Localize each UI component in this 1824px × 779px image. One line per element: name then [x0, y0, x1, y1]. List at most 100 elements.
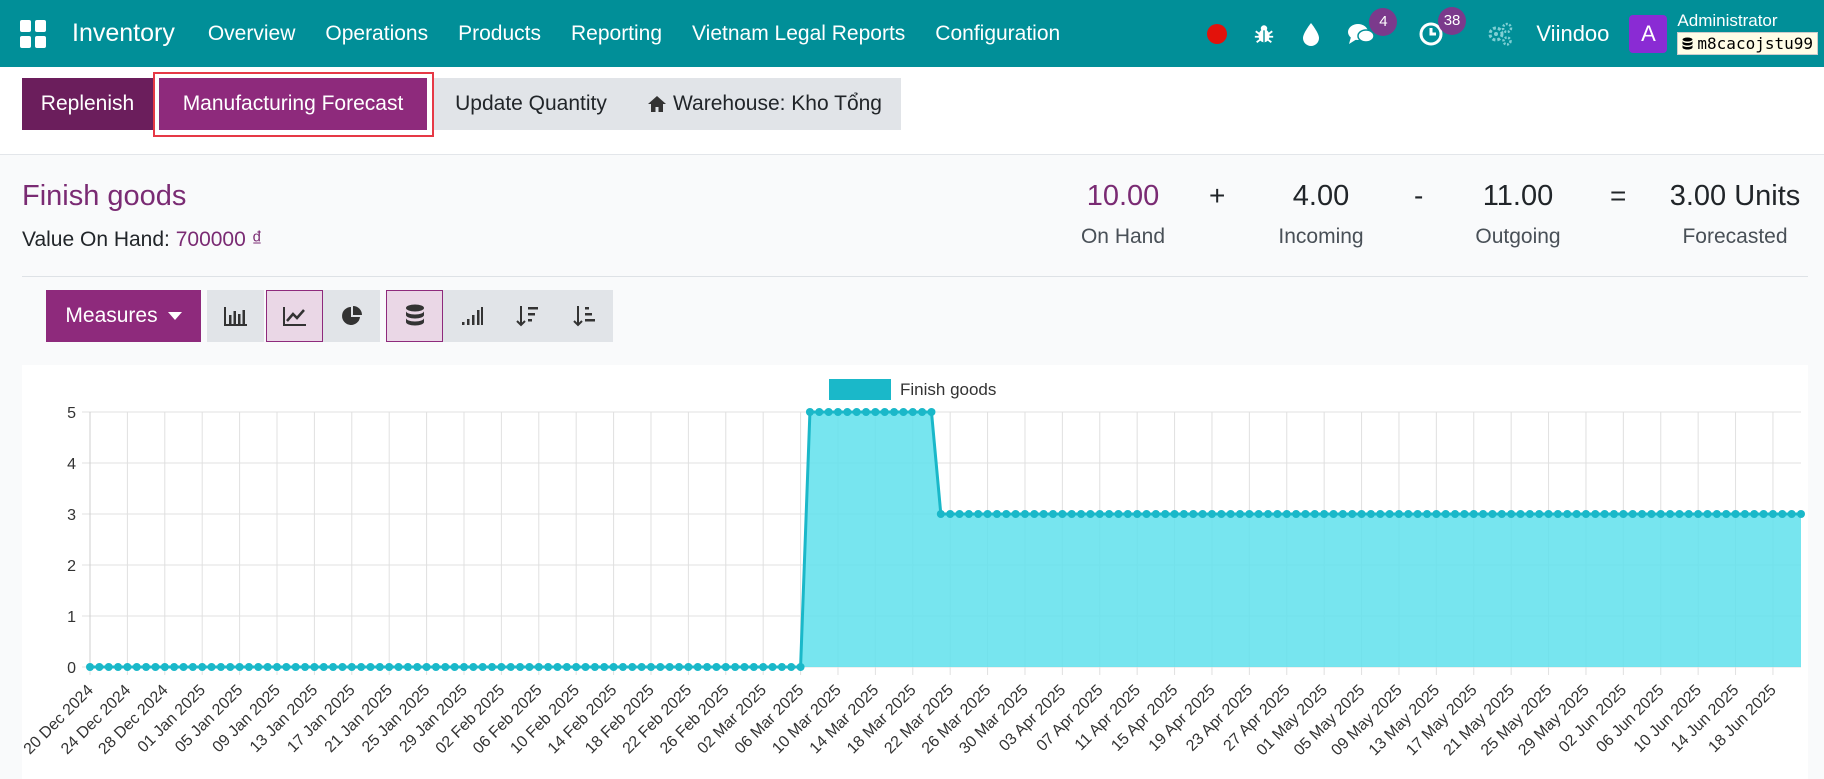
replenish-button[interactable]: Replenish	[22, 78, 153, 130]
data-point	[459, 663, 468, 671]
data-point	[142, 663, 151, 671]
y-tick-label: 4	[67, 456, 76, 473]
bug-icon[interactable]	[1253, 23, 1275, 45]
data-point	[1357, 510, 1366, 518]
company-switcher[interactable]: Viindoo	[1536, 20, 1610, 46]
data-point	[1441, 510, 1450, 518]
menu-operations[interactable]: Operations	[325, 21, 429, 45]
data-point	[291, 663, 300, 671]
menu-reporting[interactable]: Reporting	[570, 21, 663, 45]
sort-ascending-button[interactable]	[556, 290, 613, 342]
data-point	[1759, 510, 1768, 518]
pie-chart-button[interactable]	[323, 290, 380, 342]
data-point	[1488, 510, 1497, 518]
data-point	[1226, 510, 1235, 518]
data-point	[301, 663, 310, 671]
data-point	[609, 663, 618, 671]
forecasted-stat[interactable]: 3.00 Units Forecasted	[1660, 180, 1810, 249]
data-point	[1610, 510, 1619, 518]
data-point	[974, 510, 983, 518]
highlight-box	[153, 72, 434, 137]
incoming-stat[interactable]: 4.00 Incoming	[1261, 180, 1381, 249]
data-point	[160, 663, 169, 671]
data-point	[1535, 510, 1544, 518]
data-point	[1058, 510, 1067, 518]
data-point	[880, 408, 889, 416]
record-icon[interactable]	[1207, 23, 1228, 44]
stacked-button[interactable]	[386, 290, 443, 342]
data-point	[992, 510, 1001, 518]
measures-dropdown[interactable]: Measures	[46, 290, 201, 342]
data-point	[1348, 510, 1357, 518]
minus-operator: -	[1414, 180, 1424, 211]
data-point	[375, 663, 384, 671]
outgoing-stat[interactable]: 11.00 Outgoing	[1458, 180, 1578, 249]
data-point	[1338, 510, 1347, 518]
data-point	[1778, 510, 1787, 518]
measures-label: Measures	[65, 304, 158, 327]
drop-icon[interactable]	[1301, 22, 1321, 46]
apps-menu-icon[interactable]	[20, 19, 48, 48]
on-hand-value: 10.00	[1086, 180, 1160, 212]
data-point	[656, 663, 665, 671]
data-point	[581, 663, 590, 671]
data-point	[1432, 510, 1441, 518]
menu-products[interactable]: Products	[458, 21, 541, 45]
data-point	[235, 663, 244, 671]
data-point	[899, 408, 908, 416]
update-quantity-button[interactable]: Update Quantity	[434, 78, 628, 130]
data-point	[1413, 510, 1422, 518]
gears-icon[interactable]	[1487, 22, 1513, 46]
cumulative-button[interactable]	[443, 290, 500, 342]
data-point	[749, 663, 758, 671]
data-point	[516, 663, 525, 671]
sort-ascending-icon	[572, 306, 595, 327]
bar-chart-button[interactable]	[207, 290, 264, 342]
data-point	[403, 663, 412, 671]
data-point	[1731, 510, 1740, 518]
data-point	[1067, 510, 1076, 518]
on-hand-stat[interactable]: 10.00 On Hand	[1063, 180, 1183, 249]
data-point	[254, 663, 263, 671]
user-menu[interactable]: Administrator m8cacojstu99	[1677, 12, 1818, 55]
user-avatar[interactable]: A	[1629, 14, 1668, 53]
data-point	[1469, 510, 1478, 518]
data-point	[1656, 510, 1665, 518]
data-point	[768, 663, 777, 671]
data-point	[1385, 510, 1394, 518]
data-point	[1507, 510, 1516, 518]
activities-icon[interactable]: 38	[1418, 6, 1467, 47]
messages-icon[interactable]: 4	[1347, 7, 1398, 46]
data-point	[329, 663, 338, 671]
forecasted-label: Forecasted	[1682, 225, 1788, 248]
signal-bars-icon	[461, 307, 483, 325]
data-point	[1095, 510, 1104, 518]
data-point	[1787, 510, 1796, 518]
data-point	[862, 408, 871, 416]
data-point	[1077, 510, 1086, 518]
data-point	[1740, 510, 1749, 518]
data-point	[871, 408, 880, 416]
data-point	[1189, 510, 1198, 518]
sort-descending-button[interactable]	[499, 290, 556, 342]
menu-configuration[interactable]: Configuration	[935, 21, 1061, 45]
app-name[interactable]: Inventory	[72, 19, 175, 47]
data-point	[132, 663, 141, 671]
data-point	[1282, 510, 1291, 518]
line-chart-button[interactable]	[266, 290, 323, 342]
data-point	[712, 663, 721, 671]
data-point	[703, 663, 712, 671]
data-point	[198, 663, 207, 671]
value-on-hand-amount: 700000 ₫	[175, 228, 263, 251]
product-title[interactable]: Finish goods	[22, 180, 187, 212]
data-point	[908, 408, 917, 416]
warehouse-filter-button[interactable]: Warehouse: Kho Tổng	[628, 78, 901, 130]
data-point	[347, 663, 356, 671]
data-point	[170, 663, 179, 671]
manufacturing-forecast-button[interactable]: Manufacturing Forecast	[159, 78, 427, 130]
menu-overview[interactable]: Overview	[207, 21, 296, 45]
data-point	[1030, 510, 1039, 518]
sort-descending-icon	[515, 306, 538, 327]
menu-vietnam-legal-reports[interactable]: Vietnam Legal Reports	[692, 21, 906, 45]
